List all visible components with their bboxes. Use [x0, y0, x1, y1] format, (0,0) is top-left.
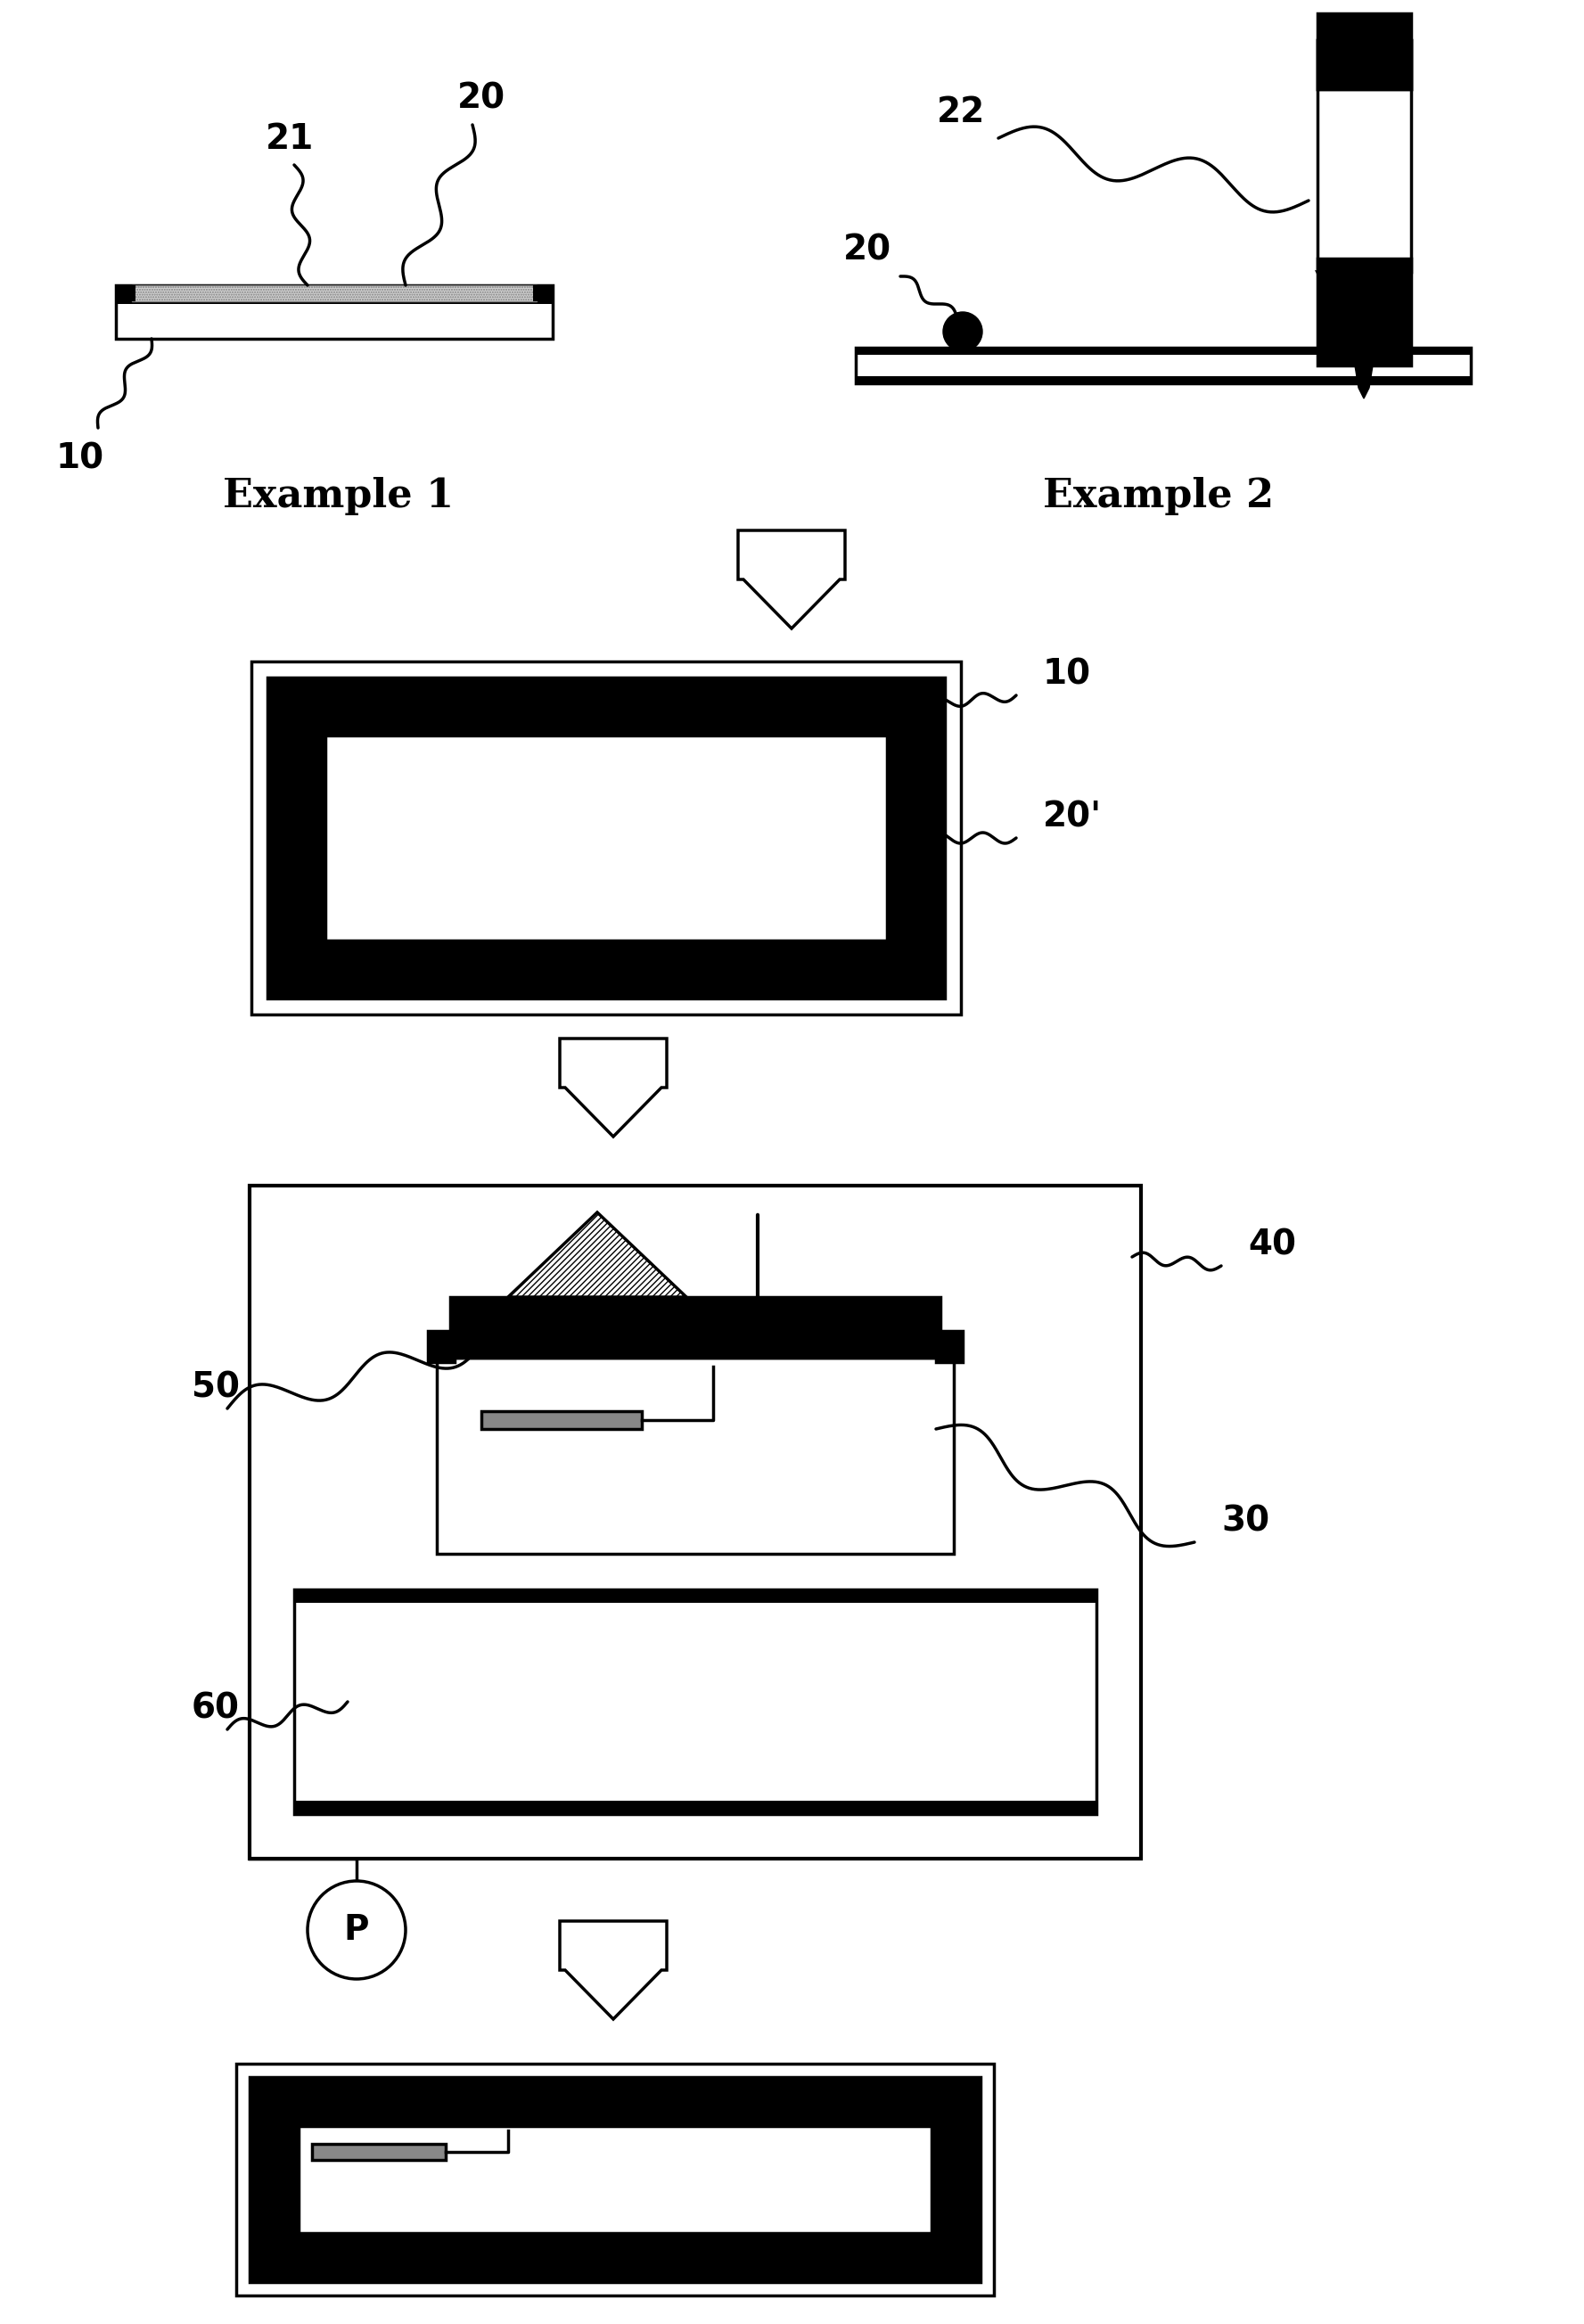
Polygon shape	[1351, 325, 1376, 365]
Polygon shape	[738, 530, 844, 627]
Bar	[428, 1332, 455, 1362]
Bar	[1318, 14, 1411, 88]
Polygon shape	[559, 1039, 667, 1136]
Bar	[1318, 40, 1411, 88]
Circle shape	[1353, 328, 1375, 349]
Bar	[131, 286, 537, 302]
Text: 60: 60	[192, 1692, 239, 1724]
Polygon shape	[1354, 365, 1373, 397]
Text: 10: 10	[1042, 658, 1091, 690]
Bar	[252, 662, 961, 1016]
Text: 22: 22	[936, 95, 985, 130]
Bar	[1318, 40, 1411, 272]
Bar	[1318, 258, 1411, 365]
Circle shape	[942, 311, 982, 351]
Bar	[295, 1590, 1096, 1604]
Text: Example 1: Example 1	[223, 476, 455, 516]
Bar	[855, 349, 1472, 383]
Text: 30: 30	[1221, 1504, 1269, 1538]
Bar	[250, 1185, 1140, 1859]
Text: 21: 21	[266, 123, 314, 156]
Bar	[268, 679, 946, 999]
Bar	[855, 349, 1472, 356]
Bar	[455, 1332, 936, 1357]
Bar	[236, 2064, 993, 2296]
Text: 10: 10	[55, 442, 105, 474]
Bar	[534, 286, 553, 302]
Text: 20: 20	[843, 232, 892, 267]
Bar	[295, 1590, 1096, 1815]
Bar	[450, 1297, 941, 1332]
Polygon shape	[508, 1213, 686, 1297]
Text: 20': 20'	[1042, 799, 1102, 834]
Bar	[116, 286, 553, 304]
Circle shape	[307, 1880, 406, 1980]
Text: 40: 40	[1248, 1227, 1296, 1262]
Bar	[116, 286, 553, 339]
Bar	[116, 286, 136, 302]
Bar	[312, 2145, 445, 2159]
Text: P: P	[344, 1913, 369, 1948]
Bar	[936, 1332, 963, 1362]
Bar	[437, 1357, 954, 1555]
Text: Example 2: Example 2	[1044, 476, 1274, 516]
Text: 20: 20	[458, 81, 505, 116]
Polygon shape	[1318, 272, 1410, 325]
Bar	[855, 376, 1472, 383]
Bar	[250, 2078, 980, 2282]
Bar	[299, 2126, 931, 2233]
Bar	[325, 734, 887, 941]
Bar	[295, 1801, 1096, 1815]
Bar	[482, 1411, 642, 1429]
Text: 50: 50	[192, 1371, 239, 1404]
Polygon shape	[559, 1922, 667, 2020]
